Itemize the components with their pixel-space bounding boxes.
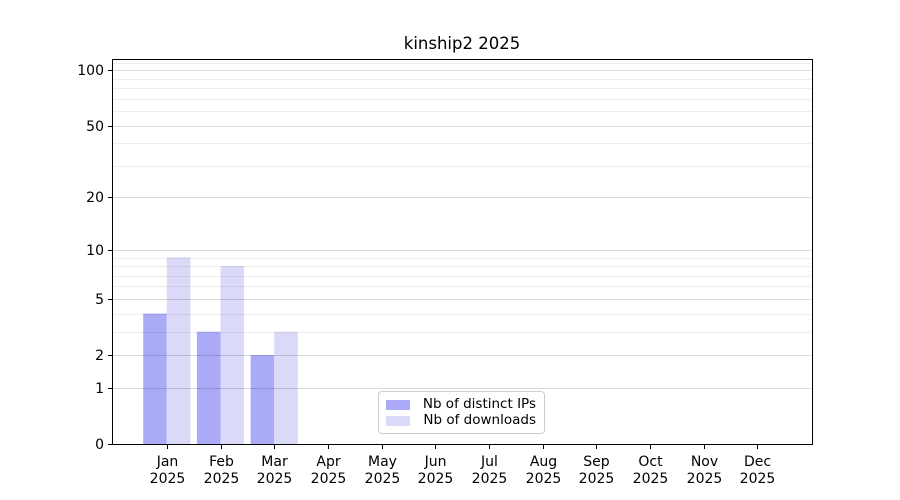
x-axis-year-label: 2025 <box>257 471 293 487</box>
legend-swatch-distinct-ips <box>386 399 410 410</box>
legend-swatch-downloads <box>386 415 411 426</box>
legend: Nb of distinct IPs Nb of downloads <box>378 391 545 434</box>
x-axis-month-label: Nov <box>691 454 718 470</box>
x-axis-month-label: Sep <box>583 454 610 470</box>
x-axis-month-label: Oct <box>638 454 663 470</box>
x-axis-month-label: Apr <box>316 454 340 470</box>
x-axis-year-label: 2025 <box>204 471 240 487</box>
x-axis-month-label: Dec <box>744 454 771 470</box>
x-axis-year-label: 2025 <box>418 471 454 487</box>
x-axis-month-label: Aug <box>530 454 557 470</box>
legend-item-distinct-ips: Nb of distinct IPs <box>386 397 536 412</box>
bar-distinct-ips-mar <box>250 355 275 444</box>
x-axis-year-label: 2025 <box>365 471 401 487</box>
x-axis-year-label: 2025 <box>633 471 669 487</box>
plot-border <box>112 59 813 445</box>
x-axis-year-label: 2025 <box>526 471 562 487</box>
x-axis-year-label: 2025 <box>579 471 615 487</box>
y-axis-tick-label: 50 <box>86 119 104 135</box>
x-axis-month-label: Feb <box>209 454 234 470</box>
y-axis-tick-label: 20 <box>86 190 104 206</box>
x-axis-month-label: May <box>368 454 397 470</box>
x-axis-year-label: 2025 <box>740 471 776 487</box>
x-axis-year-label: 2025 <box>311 471 347 487</box>
y-axis-tick-label: 10 <box>86 243 104 259</box>
y-axis-tick-label: 1 <box>95 381 104 397</box>
legend-label-downloads: Nb of downloads <box>423 412 536 428</box>
y-axis-tick-label: 5 <box>95 292 104 308</box>
bar-downloads-jan <box>166 257 191 444</box>
y-axis-tick-label: 2 <box>95 348 104 364</box>
x-axis-year-label: 2025 <box>472 471 508 487</box>
x-axis-month-label: Jun <box>424 454 447 470</box>
bar-distinct-ips-feb <box>196 331 221 444</box>
x-axis-year-label: 2025 <box>687 471 723 487</box>
legend-item-downloads: Nb of downloads <box>386 413 536 428</box>
bar-distinct-ips-jan <box>143 313 167 444</box>
x-axis-month-label: Mar <box>261 454 288 470</box>
y-axis-tick-label: 100 <box>77 63 104 79</box>
bar-downloads-mar <box>274 331 298 444</box>
legend-label-distinct-ips: Nb of distinct IPs <box>422 396 536 412</box>
x-axis-month-label: Jan <box>156 454 179 470</box>
x-axis-month-label: Jul <box>480 454 498 470</box>
bar-downloads-feb <box>220 266 245 444</box>
y-axis-tick-label: 0 <box>95 437 104 453</box>
x-axis-year-label: 2025 <box>150 471 186 487</box>
chart-title: kinship2 2025 <box>403 34 521 53</box>
